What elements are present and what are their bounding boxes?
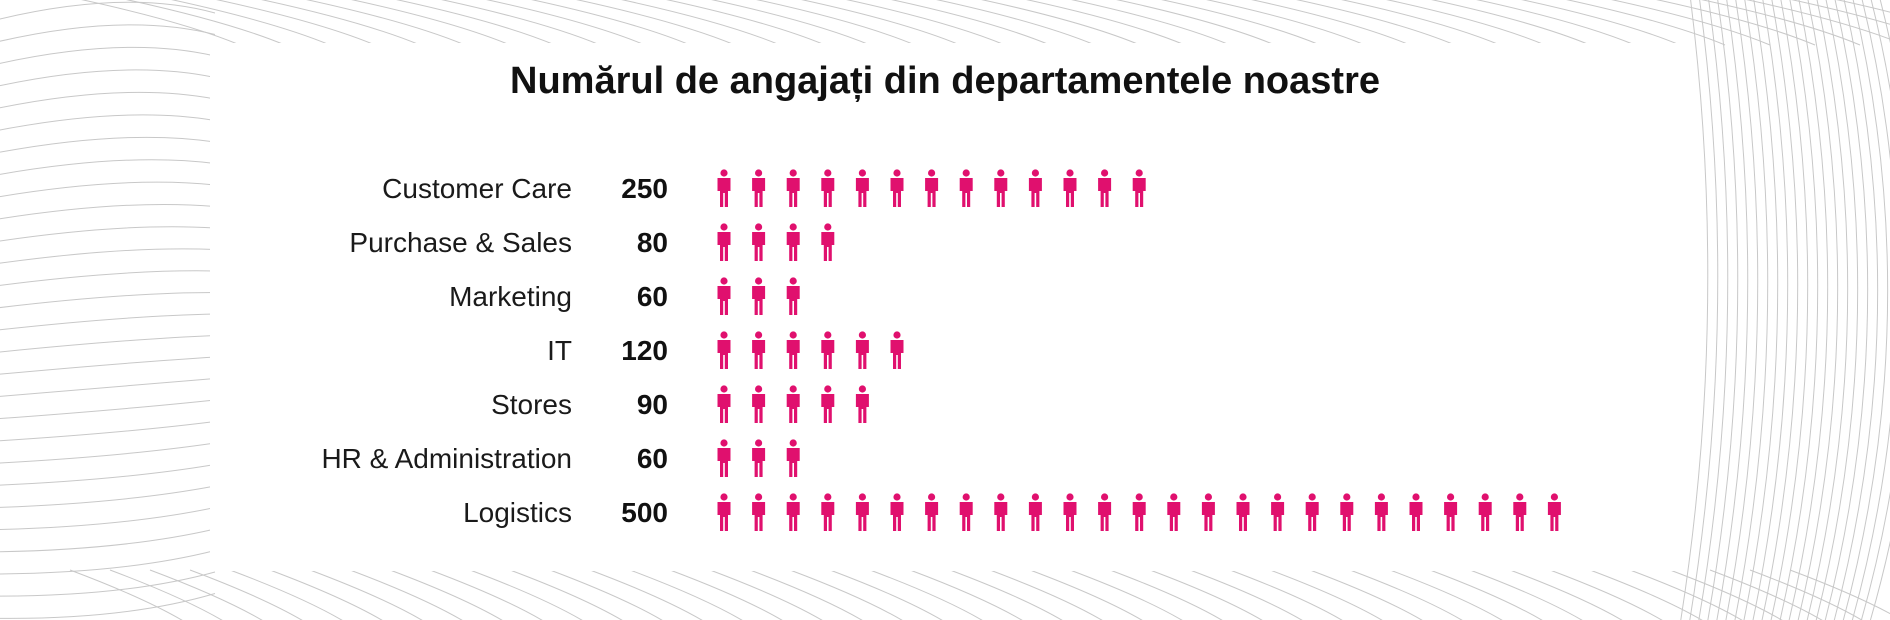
person-icon [786,331,800,369]
person-icon [752,223,766,261]
person-icon [1478,493,1492,531]
person-icon [752,493,766,531]
person-icon [1098,169,1112,207]
chart-card [210,43,1685,571]
person-icon [717,277,731,315]
chart-title: Numărul de angajați din departamentele n… [510,60,1380,102]
person-icon [717,493,731,531]
chart-row: Logistics 500 [463,493,1561,531]
person-icon [959,493,973,531]
person-icon [1028,169,1042,207]
person-icon [717,439,731,477]
person-icon [925,169,939,207]
category-label: Logistics [463,497,572,528]
person-icon [1167,493,1181,531]
person-icon [752,277,766,315]
chart-row: Purchase & Sales 80 [349,223,835,261]
person-icon [786,223,800,261]
person-icon [1063,169,1077,207]
person-icon [890,331,904,369]
person-icon [821,385,835,423]
chart-row: Customer Care 250 [382,169,1146,207]
person-icon [717,223,731,261]
person-icon [1271,493,1285,531]
person-icon [1340,493,1354,531]
person-icon [717,331,731,369]
value-label: 120 [621,335,668,366]
category-label: Stores [491,389,572,420]
person-icon [786,169,800,207]
person-icon [786,277,800,315]
person-icon [752,439,766,477]
person-icon [786,439,800,477]
person-icon [786,493,800,531]
category-label: Purchase & Sales [349,227,572,258]
person-icon [1547,493,1561,531]
person-icon [1305,493,1319,531]
person-icon [717,385,731,423]
category-label: Customer Care [382,173,572,204]
person-icon [752,385,766,423]
person-icon [821,331,835,369]
person-icon [855,493,869,531]
category-label: HR & Administration [321,443,572,474]
person-icon [855,385,869,423]
chart-row: HR & Administration 60 [321,439,800,477]
person-icon [1063,493,1077,531]
person-icon [855,331,869,369]
person-icon [1444,493,1458,531]
person-icon [821,493,835,531]
person-icon [1409,493,1423,531]
value-label: 90 [637,389,668,420]
chart-row: Marketing 60 [449,277,800,315]
chart-row: Stores 90 [491,385,869,423]
category-label: Marketing [449,281,572,312]
person-icon [890,493,904,531]
person-icon [890,169,904,207]
person-icon [1236,493,1250,531]
person-icon [1374,493,1388,531]
person-icon [786,385,800,423]
chart-row: IT 120 [547,331,904,369]
person-icon [1098,493,1112,531]
person-icon [752,169,766,207]
person-icon [994,169,1008,207]
category-label: IT [547,335,572,366]
value-label: 60 [637,281,668,312]
value-label: 500 [621,497,668,528]
person-icon [821,169,835,207]
person-icon [925,493,939,531]
person-icon [1132,493,1146,531]
person-icon [959,169,973,207]
person-icon [855,169,869,207]
person-icon [1028,493,1042,531]
value-label: 80 [637,227,668,258]
value-label: 250 [621,173,668,204]
person-icon [994,493,1008,531]
person-icon [752,331,766,369]
person-icon [821,223,835,261]
person-icon [717,169,731,207]
person-icon [1132,169,1146,207]
value-label: 60 [637,443,668,474]
person-icon [1201,493,1215,531]
person-icon [1513,493,1527,531]
